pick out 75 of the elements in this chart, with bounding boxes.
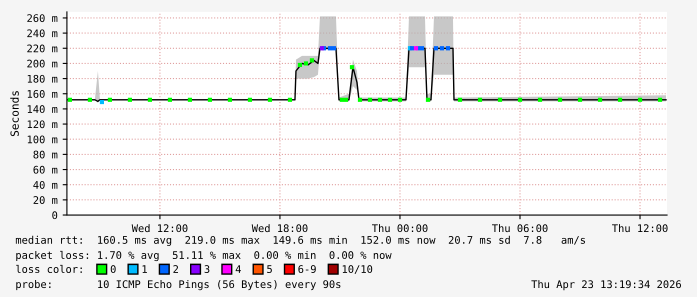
y-tick-label: 120 m [28, 120, 58, 128]
y-tick-label: 80 m [33, 150, 58, 159]
legend-label: 6-9 [298, 265, 316, 274]
point [248, 98, 252, 102]
y-tick-label: 60 m [33, 166, 58, 174]
point [368, 98, 372, 102]
point [298, 62, 302, 68]
point [344, 98, 348, 102]
y-tick-label: 220 m [27, 44, 58, 52]
point [378, 98, 382, 102]
point [638, 98, 642, 102]
point [328, 46, 332, 50]
point [288, 98, 292, 102]
point [100, 100, 104, 104]
point [578, 98, 582, 102]
y-tick-label: 100 m [28, 135, 58, 144]
point [268, 98, 272, 102]
point [518, 98, 522, 102]
point [420, 46, 424, 50]
point [340, 98, 344, 102]
point [618, 98, 622, 102]
point [434, 46, 438, 50]
point [658, 98, 662, 102]
point [440, 46, 444, 50]
y-tick-label: 260 m [27, 14, 58, 22]
point [68, 98, 72, 102]
legend-label: 10/10 [342, 265, 372, 274]
point [128, 98, 132, 102]
text: median rtt: 160.5 ms avg 219.0 ms max 149.6 ms min 152.0 ms now 20.7 ms sd 7.8 am/s [16, 236, 585, 246]
point [598, 98, 602, 102]
x-tick-label: Thu 06:00 [492, 224, 548, 232]
point [388, 98, 392, 102]
x-tick-label: Thu 12:00 [612, 224, 668, 232]
point [208, 98, 212, 102]
x-tick-label: Wed 18:00 [252, 224, 308, 232]
y-tick-label: 180 m [28, 74, 58, 83]
legend-title: loss color: [16, 264, 82, 274]
point [188, 98, 192, 102]
point [398, 98, 402, 102]
point [310, 58, 314, 62]
x-tick-label: Wed 12:00 [132, 224, 188, 232]
text: Thu Apr 23 13:19:34 2026 [531, 280, 681, 290]
point [168, 98, 172, 102]
y-tick-label: 200 m [27, 60, 58, 68]
text: probe: 10 ICMP Echo Pings (56 Bytes) every 90s [16, 280, 340, 290]
y-tick-label: 20 m [34, 196, 58, 204]
legend-label: 4 [236, 265, 241, 273]
y-tick-label: 140 m [28, 105, 58, 114]
y-tick-label: 40 m [33, 180, 58, 189]
y-tick-label: 240 m [27, 29, 58, 38]
point [148, 98, 152, 102]
legend-label: 2 [173, 265, 178, 273]
legend-label: 0 [110, 265, 116, 274]
y-tick-label: 0 [52, 211, 58, 220]
text: packet loss: 1.70 % avg 51.11 % max 0.00 % min 0.00 % now [16, 250, 392, 262]
point [228, 98, 232, 102]
point [304, 61, 308, 66]
legend-label: 3 [204, 265, 210, 274]
point [108, 98, 112, 102]
point [498, 98, 502, 102]
point [446, 46, 450, 50]
legend-label: 5 [267, 265, 272, 274]
legend-label: 1 [142, 265, 147, 273]
x-tick-label: Thu 00:00 [372, 224, 428, 232]
point [458, 98, 462, 102]
point [478, 98, 482, 102]
point [558, 98, 562, 102]
y-tick-label: 160 m [28, 90, 58, 98]
point [88, 98, 92, 102]
point [350, 65, 354, 70]
point [332, 46, 336, 50]
point [538, 98, 542, 102]
point [426, 98, 430, 102]
point [358, 98, 362, 102]
y-axis-title: Seconds [10, 91, 19, 136]
